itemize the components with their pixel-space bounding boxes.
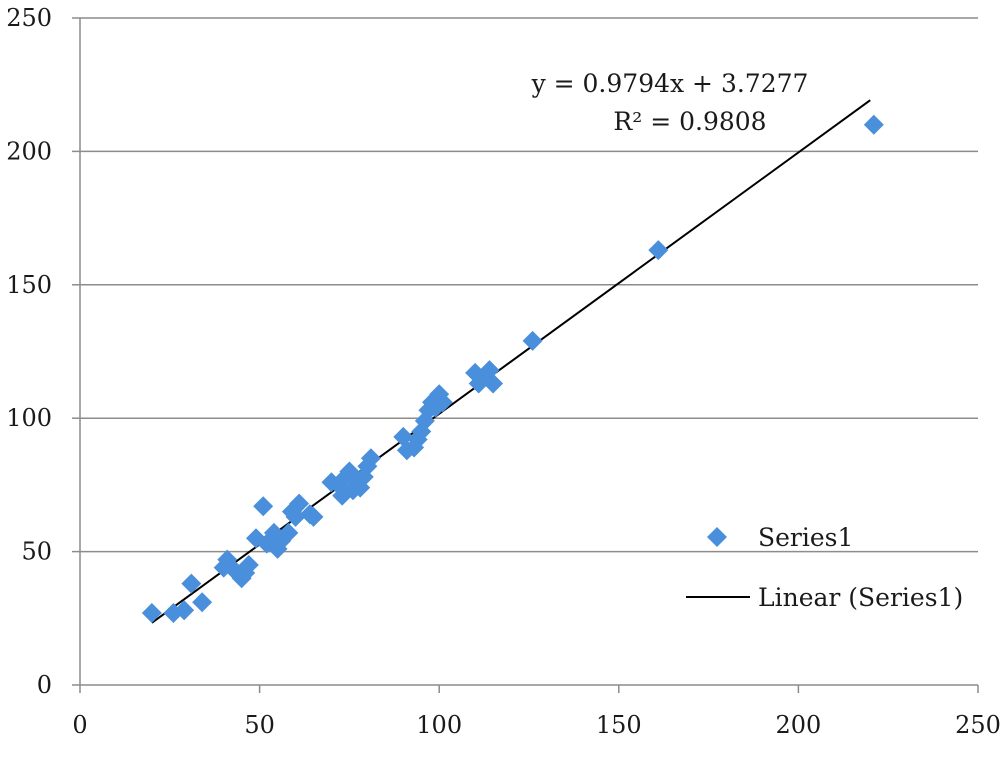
x-tick-label-0: 0 xyxy=(72,711,87,739)
data-point-44 xyxy=(432,392,453,413)
trendline-equation: y = 0.9794x + 3.7277 xyxy=(531,69,809,98)
data-point-22 xyxy=(303,506,324,527)
data-points xyxy=(141,114,884,623)
data-point-2 xyxy=(174,600,195,621)
x-tick-label-50: 50 xyxy=(244,711,275,739)
data-point-52 xyxy=(863,114,884,135)
x-tick-label-100: 100 xyxy=(416,711,462,739)
data-point-20 xyxy=(289,493,310,514)
y-tick-label-0: 0 xyxy=(37,671,52,699)
x-tick-label-250: 250 xyxy=(955,711,1000,739)
data-point-33 xyxy=(360,448,381,469)
data-point-19 xyxy=(285,506,306,527)
y-tick-label-50: 50 xyxy=(21,538,52,566)
grid-lines xyxy=(80,17,978,553)
x-tick-label-150: 150 xyxy=(596,711,642,739)
y-tick-label-250: 250 xyxy=(6,4,52,32)
data-point-49 xyxy=(483,373,504,394)
y-tick-label-100: 100 xyxy=(6,404,52,432)
data-point-51 xyxy=(648,240,669,261)
data-point-17 xyxy=(278,522,299,543)
legend: Series1 Linear (Series1) xyxy=(686,523,963,612)
y-tick-label-200: 200 xyxy=(6,137,52,165)
data-point-0 xyxy=(141,602,162,623)
legend-trendline-label: Linear (Series1) xyxy=(758,583,963,612)
data-point-12 xyxy=(253,496,274,517)
data-point-10 xyxy=(238,554,259,575)
x-tick-label-200: 200 xyxy=(775,711,821,739)
legend-series1-label: Series1 xyxy=(758,523,853,552)
axes: 0 50 100 150 200 250 0 50 100 150 200 250 xyxy=(6,4,1000,739)
data-point-3 xyxy=(181,573,202,594)
y-tick-label-150: 150 xyxy=(6,271,52,299)
legend-series1-marker xyxy=(707,527,727,547)
data-point-50 xyxy=(522,330,543,351)
trendline-r-squared: R² = 0.9808 xyxy=(613,107,766,136)
data-point-4 xyxy=(192,592,213,613)
